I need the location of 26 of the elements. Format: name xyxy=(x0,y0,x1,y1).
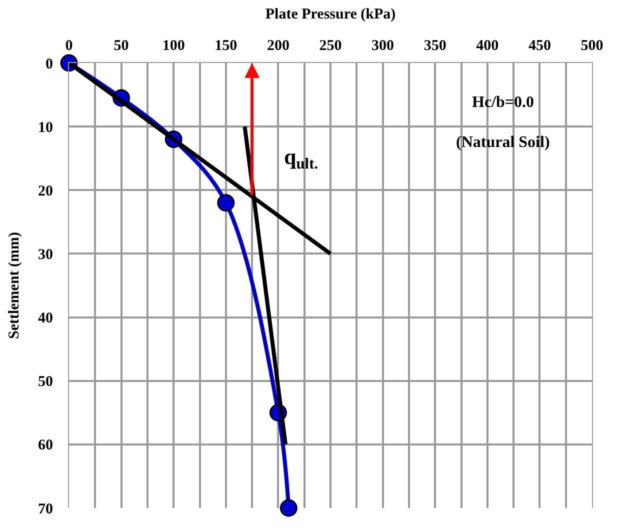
x-tick-label: 50 xyxy=(114,38,129,54)
y-tick-label: 20 xyxy=(38,183,53,200)
annotation: Hc/b=0.0 xyxy=(472,94,534,111)
y-tick-label: 70 xyxy=(38,501,53,518)
y-tick-label: 10 xyxy=(38,120,53,136)
y-tick-label: 30 xyxy=(38,246,53,263)
y-tick-label: 50 xyxy=(38,374,53,390)
x-tick-label: 350 xyxy=(424,38,446,54)
x-tick-label: 200 xyxy=(266,38,290,54)
annotation: (Natural Soil) xyxy=(456,134,550,151)
x-tick-label: 100 xyxy=(162,38,185,54)
x-tick-label: 450 xyxy=(528,38,551,54)
x-tick-label: 250 xyxy=(319,38,342,54)
point xyxy=(217,194,235,212)
y-tick-label: 0 xyxy=(46,56,53,72)
point xyxy=(280,499,298,517)
y-axis-title: Settlement (mm) xyxy=(6,232,22,340)
x-tick-label: 300 xyxy=(372,38,394,54)
x-axis-title: Plate Pressure (kPa) xyxy=(265,6,396,22)
y-tick-label: 40 xyxy=(38,310,53,327)
y-tick-label: 60 xyxy=(38,438,53,454)
annotation: q$_{ult.}$ xyxy=(284,144,318,173)
x-tick-label: 500 xyxy=(580,38,604,54)
x-tick-label: 150 xyxy=(214,38,238,54)
x-tick-label: 400 xyxy=(476,38,499,54)
x-tick-label: 0 xyxy=(65,38,73,54)
